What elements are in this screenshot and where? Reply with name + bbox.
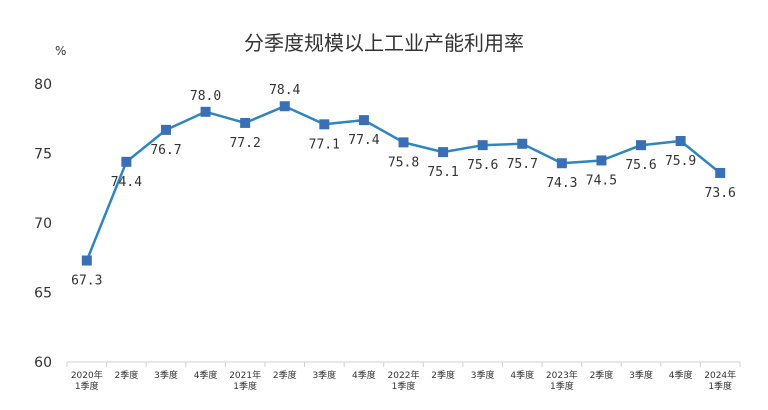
data-point — [556, 158, 567, 169]
data-label: 74.5 — [586, 173, 617, 188]
y-tick-label: 80 — [34, 77, 52, 93]
x-tick-label: 3季度 — [471, 369, 495, 381]
data-point — [81, 255, 92, 266]
x-tick-label: 1季度 — [233, 380, 257, 392]
data-label: 77.1 — [309, 137, 340, 152]
data-point — [517, 138, 528, 149]
data-point — [477, 140, 488, 151]
data-point — [160, 124, 171, 135]
y-axis: 60 65 70 75 80 — [34, 77, 52, 371]
x-tick-label: 2021年 — [229, 369, 261, 381]
data-point — [596, 155, 607, 166]
data-label: 75.8 — [388, 155, 419, 170]
x-tick-label: 4季度 — [352, 369, 376, 381]
x-tick-label: 3季度 — [629, 369, 653, 381]
y-axis-unit: % — [55, 44, 66, 58]
data-point — [240, 117, 251, 128]
x-tick-label: 4季度 — [194, 369, 218, 381]
data-label: 75.7 — [507, 157, 538, 172]
x-tick-label: 2季度 — [115, 369, 139, 381]
x-tick-label: 2季度 — [590, 369, 614, 381]
data-point — [200, 106, 211, 117]
data-label: 74.4 — [111, 175, 142, 190]
data-point — [636, 140, 647, 151]
x-tick-label: 2022年 — [388, 369, 420, 381]
y-tick-label: 75 — [34, 147, 52, 163]
data-point — [438, 147, 449, 158]
data-label: 75.9 — [665, 154, 696, 169]
x-tick-label: 2季度 — [273, 369, 297, 381]
series-group: 67.3 74.4 76.7 78.0 77.2 78.4 77.1 77.4 75.8 75.1… — [71, 83, 736, 288]
data-point — [121, 156, 132, 167]
x-tick-label: 2024年 — [704, 369, 736, 381]
data-label: 78.4 — [269, 83, 300, 98]
x-tick-label: 1季度 — [392, 380, 416, 392]
x-tick-label: 4季度 — [669, 369, 693, 381]
x-tick-label: 3季度 — [154, 369, 178, 381]
x-tick-label: 3季度 — [312, 369, 336, 381]
data-point — [319, 119, 330, 130]
y-tick-label: 65 — [34, 286, 52, 302]
data-label: 76.7 — [150, 143, 181, 158]
data-label: 78.0 — [190, 89, 221, 104]
x-tick-label: 1季度 — [708, 380, 732, 392]
y-tick-label: 60 — [34, 355, 52, 371]
data-point — [279, 101, 290, 112]
data-label: 75.6 — [625, 158, 656, 173]
data-label: 77.2 — [229, 136, 260, 151]
x-tick-label: 1季度 — [550, 380, 574, 392]
data-label: 73.6 — [705, 186, 736, 201]
data-point — [398, 137, 409, 148]
chart-title: 分季度规模以上工业产能利用率 — [244, 31, 524, 55]
data-label: 74.3 — [546, 176, 577, 191]
x-tick-label: 2季度 — [431, 369, 455, 381]
x-tick-label: 4季度 — [510, 369, 534, 381]
x-tick-label: 1季度 — [75, 380, 99, 392]
data-label: 77.4 — [348, 133, 379, 148]
data-point — [358, 115, 369, 126]
x-tick-label: 2020年 — [71, 369, 103, 381]
data-label: 75.6 — [467, 158, 498, 173]
data-label: 75.1 — [427, 165, 458, 180]
y-tick-label: 70 — [34, 216, 52, 232]
x-tick-label: 2023年 — [546, 369, 578, 381]
series-line — [85, 104, 722, 262]
data-label: 67.3 — [71, 274, 102, 289]
data-point — [715, 167, 726, 178]
data-point — [675, 135, 686, 146]
